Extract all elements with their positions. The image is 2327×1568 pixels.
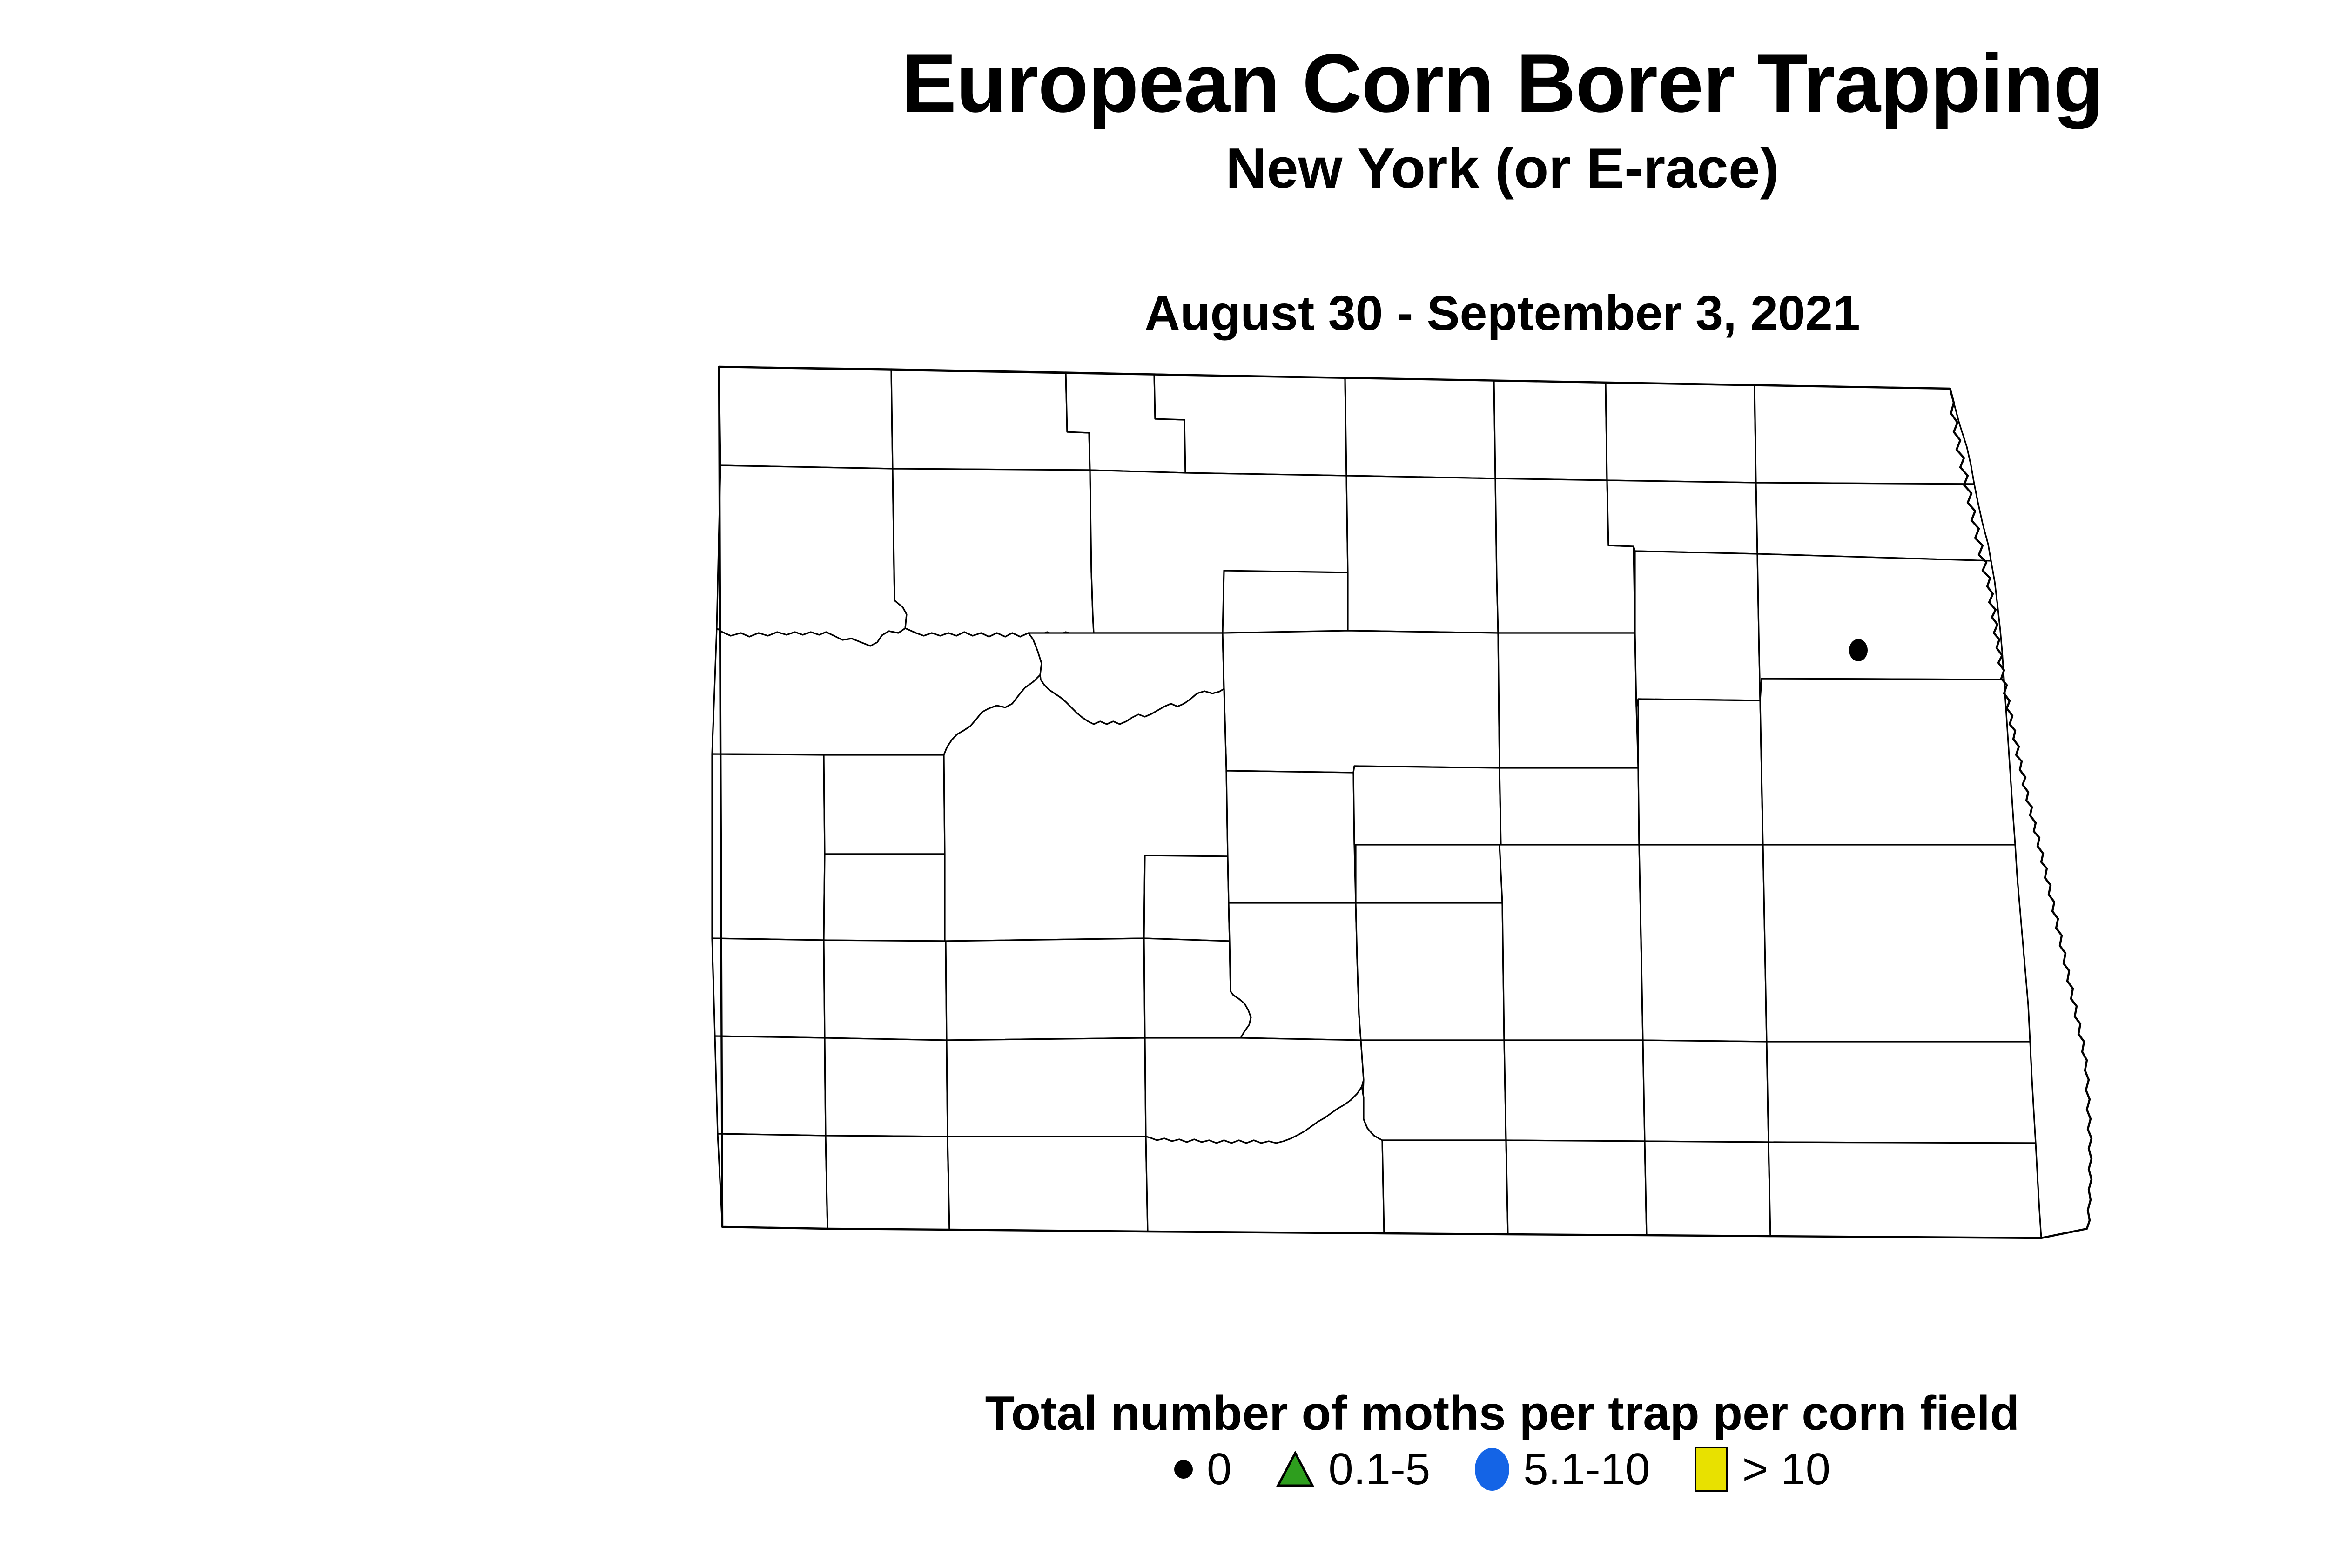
legend-label-high: > 10 [1742, 1444, 1830, 1494]
square-yellow-icon [1695, 1447, 1728, 1492]
legend-label-low: 0.1-5 [1328, 1444, 1431, 1494]
legend-item-low[interactable]: 0.1-5 [1276, 1447, 1430, 1492]
state-outline [719, 367, 2092, 1238]
page-subtitle: New York (or E-race) [1225, 136, 1779, 200]
legend-label-mid: 5.1-10 [1523, 1444, 1650, 1494]
trap-site-marker-zero[interactable] [1849, 639, 1868, 661]
north-dakota-map[interactable] [619, 354, 2304, 1354]
legend-item-mid[interactable]: 5.1-10 [1475, 1447, 1650, 1492]
legend-label-zero: 0 [1207, 1444, 1232, 1494]
legend-item-zero[interactable]: 0 [1174, 1447, 1231, 1492]
circle-blue-icon [1475, 1448, 1510, 1491]
trap-site-markers[interactable] [1849, 639, 1868, 661]
legend-title: Total number of moths per trap per corn … [985, 1386, 2020, 1440]
circle-black-icon [1174, 1460, 1193, 1479]
county-boundaries [712, 367, 2041, 1238]
page-title: European Corn Borer Trapping [901, 37, 2104, 129]
triangle-green-icon [1276, 1450, 1315, 1487]
legend-item-high[interactable]: > 10 [1695, 1447, 1830, 1492]
map-svg [619, 354, 2304, 1354]
date-range-label: August 30 - September 3, 2021 [1144, 286, 1860, 341]
legend: 0 0.1-5 5.1-10 > 10 [0, 1447, 2327, 1492]
